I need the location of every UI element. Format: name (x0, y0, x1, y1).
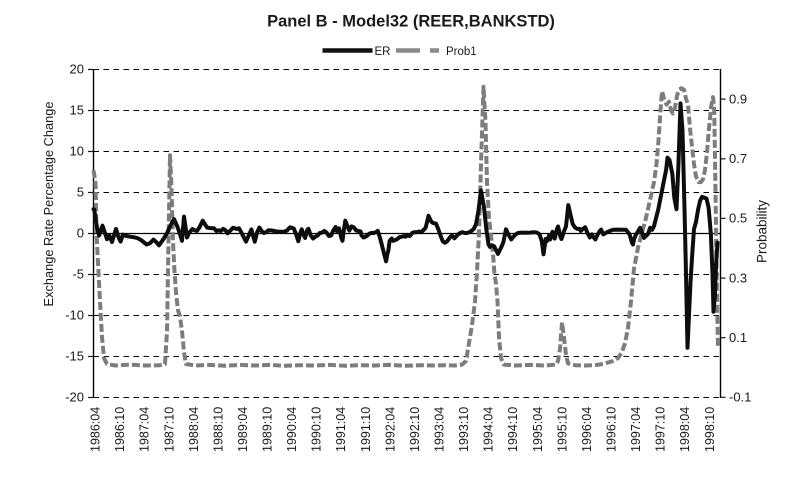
svg-text:1997:10: 1997:10 (654, 407, 668, 452)
svg-text:1993:10: 1993:10 (457, 407, 471, 452)
svg-text:1986:04: 1986:04 (89, 407, 103, 452)
svg-text:1994:04: 1994:04 (482, 407, 496, 452)
svg-text:1995:10: 1995:10 (555, 407, 569, 452)
svg-text:1996:04: 1996:04 (580, 407, 594, 452)
svg-text:1998:10: 1998:10 (703, 407, 717, 452)
svg-text:-5: -5 (72, 267, 84, 282)
svg-text:1993:04: 1993:04 (433, 407, 447, 452)
svg-text:1992:04: 1992:04 (383, 407, 397, 452)
svg-text:1995:04: 1995:04 (531, 407, 545, 452)
svg-text:0.7: 0.7 (729, 151, 747, 166)
svg-text:0.5: 0.5 (729, 211, 747, 226)
svg-text:ER: ER (375, 46, 391, 58)
svg-text:-0.1: -0.1 (729, 390, 751, 405)
svg-text:-20: -20 (65, 390, 84, 405)
svg-text:1997:04: 1997:04 (629, 407, 643, 452)
svg-text:1986:10: 1986:10 (113, 407, 127, 452)
svg-text:0: 0 (77, 226, 84, 241)
svg-text:15: 15 (70, 103, 84, 118)
svg-text:1989:04: 1989:04 (236, 407, 250, 452)
svg-text:Panel B - Model32 (REER,BANKST: Panel B - Model32 (REER,BANKSTD) (267, 13, 555, 31)
svg-text:Probability: Probability (755, 200, 770, 263)
svg-text:5: 5 (77, 185, 84, 200)
svg-text:1987:10: 1987:10 (162, 407, 176, 452)
svg-text:1998:04: 1998:04 (678, 407, 692, 452)
svg-text:0.1: 0.1 (729, 330, 747, 345)
svg-text:1994:10: 1994:10 (506, 407, 520, 452)
svg-text:1989:10: 1989:10 (261, 407, 275, 452)
svg-text:-15: -15 (65, 349, 84, 364)
svg-text:0.3: 0.3 (729, 270, 747, 285)
svg-text:Prob1: Prob1 (446, 46, 477, 58)
svg-text:1991:04: 1991:04 (334, 407, 348, 452)
svg-text:1991:10: 1991:10 (359, 407, 373, 452)
svg-text:1992:10: 1992:10 (408, 407, 422, 452)
svg-text:1990:04: 1990:04 (285, 407, 299, 452)
svg-text:0.9: 0.9 (729, 91, 747, 106)
svg-text:1990:10: 1990:10 (310, 407, 324, 452)
svg-text:1987:04: 1987:04 (138, 407, 152, 452)
svg-text:-10: -10 (65, 308, 84, 323)
svg-text:Exchange Rate Percentage Chang: Exchange Rate Percentage Change (41, 102, 56, 307)
svg-text:10: 10 (70, 144, 84, 159)
svg-text:1996:10: 1996:10 (605, 407, 619, 452)
svg-text:1988:04: 1988:04 (187, 407, 201, 452)
svg-text:1988:10: 1988:10 (211, 407, 225, 452)
svg-text:20: 20 (70, 62, 84, 77)
